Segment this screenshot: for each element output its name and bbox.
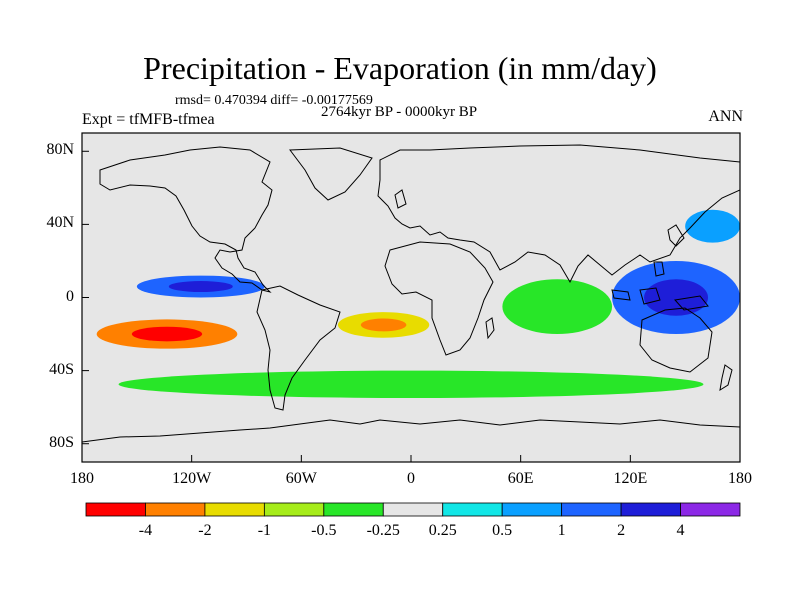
x-tick-label: 180: [70, 470, 94, 487]
colorbar-tick-label: -1: [257, 522, 272, 539]
colorbar-tick-label: 2: [617, 522, 626, 539]
colorbar-box: [680, 502, 741, 517]
field-indian-ocean: [502, 279, 613, 335]
colorbar-tick-label: 0.25: [428, 522, 457, 539]
colorbar-tick-label: -0.5: [311, 522, 337, 539]
field-core-0: [168, 281, 233, 293]
colorbar-tick-label: -0.25: [366, 522, 400, 539]
colorbar-box: [85, 502, 146, 517]
colorbar-tick-label: 0.5: [492, 522, 513, 539]
x-tick-label: 60W: [285, 470, 317, 487]
x-tick-label: 180: [728, 470, 752, 487]
colorbar-tick-label: -4: [138, 522, 153, 539]
colorbar-box: [204, 502, 265, 517]
stats-line: rmsd= 0.470394 diff= -0.00177569: [175, 93, 373, 108]
field-southern-ocean: [118, 370, 704, 399]
colorbar-box: [620, 502, 681, 517]
figure-title: Precipitation - Evaporation (in mm/day): [143, 50, 657, 86]
x-tick-label: 60E: [507, 470, 534, 487]
colorbar-box: [501, 502, 563, 517]
colorbar-tick-label: 4: [676, 522, 685, 539]
colorbar-box: [382, 502, 444, 517]
x-tick-label: 120W: [172, 470, 212, 487]
colorbar-box: [263, 502, 325, 517]
pe-field-layer: [96, 209, 740, 399]
axis-ticks: [81, 150, 741, 462]
period-label: 2764kyr BP - 0000kyr BP: [321, 104, 478, 120]
colorbar-box: [145, 502, 206, 517]
experiment-label: Expt = tfMFB-tfmea: [82, 111, 215, 128]
season-label: ANN: [708, 108, 743, 125]
colorbar-box: [561, 502, 622, 517]
y-tick-label: 80N: [46, 141, 74, 159]
colorbar-box: [323, 502, 384, 517]
x-tick-label: 0: [407, 470, 415, 487]
coastline-layer: [82, 144, 740, 462]
y-tick-label: 40S: [49, 360, 74, 378]
y-tick-label: 0: [66, 287, 74, 305]
colorbar-tick-label: -2: [198, 522, 212, 539]
colorbar-box: [442, 502, 503, 517]
x-tick-label: 120E: [613, 470, 648, 487]
field-core-3: [644, 279, 709, 316]
colorbar-tick-label: 1: [557, 522, 566, 539]
y-tick-label: 40N: [46, 214, 74, 232]
y-tick-label: 80S: [49, 433, 74, 451]
field-core-2: [360, 318, 407, 332]
field-core-1: [131, 326, 203, 342]
